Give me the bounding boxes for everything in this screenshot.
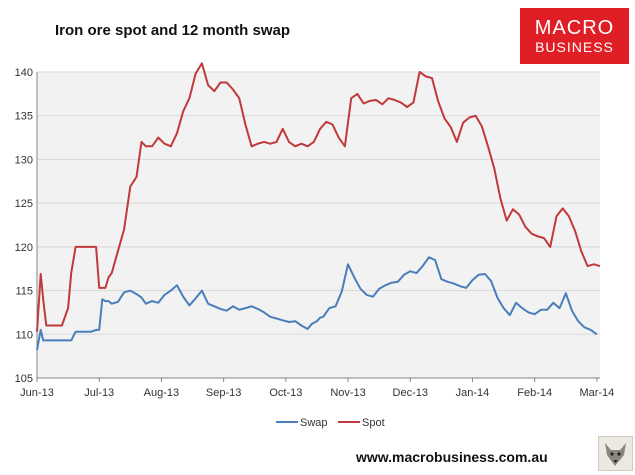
logo-text-bottom: BUSINESS xyxy=(535,39,614,55)
macrobusiness-logo: MACRO BUSINESS xyxy=(520,8,629,64)
y-tick-label: 140 xyxy=(15,67,33,79)
y-tick-label: 125 xyxy=(15,198,33,210)
series-line-swap xyxy=(36,256,598,351)
y-tick-label: 130 xyxy=(15,154,33,166)
chart-title: Iron ore spot and 12 month swap xyxy=(55,22,291,39)
x-tick-label: Jun-13 xyxy=(20,387,54,399)
x-tick-label: Oct-13 xyxy=(269,387,302,399)
x-tick-label: Sep-13 xyxy=(206,387,241,399)
series-lines xyxy=(36,62,601,351)
y-tick-label: 120 xyxy=(15,242,33,254)
wolf-logo-icon xyxy=(598,436,633,471)
y-tick-label: 105 xyxy=(15,373,33,385)
logo-text-top: MACRO xyxy=(534,17,615,39)
website-url: www.macrobusiness.com.au xyxy=(356,449,548,465)
plot-area xyxy=(37,72,600,378)
y-tick-label: 115 xyxy=(15,286,33,298)
x-tick-label: Mar-14 xyxy=(579,387,614,399)
x-tick-label: Dec-13 xyxy=(393,387,428,399)
legend: Swap Spot xyxy=(276,417,385,429)
legend-label-swap: Swap xyxy=(300,417,328,429)
y-tick-label: 110 xyxy=(15,329,33,341)
x-tick-label: Jul-13 xyxy=(84,387,114,399)
y-axis: 105 110 115 120 125 130 135 140 xyxy=(15,67,38,385)
x-tick-label: Aug-13 xyxy=(144,387,179,399)
legend-label-spot: Spot xyxy=(362,417,385,429)
series-line-spot xyxy=(36,62,601,332)
x-tick-label: Nov-13 xyxy=(330,387,365,399)
x-axis: Jun-13 Jul-13 Aug-13 Sep-13 Oct-13 Nov-13 Dec-… xyxy=(20,377,614,399)
y-tick-label: 135 xyxy=(15,111,33,123)
x-tick-label: Jan-14 xyxy=(456,387,490,399)
x-tick-label: Feb-14 xyxy=(517,387,552,399)
